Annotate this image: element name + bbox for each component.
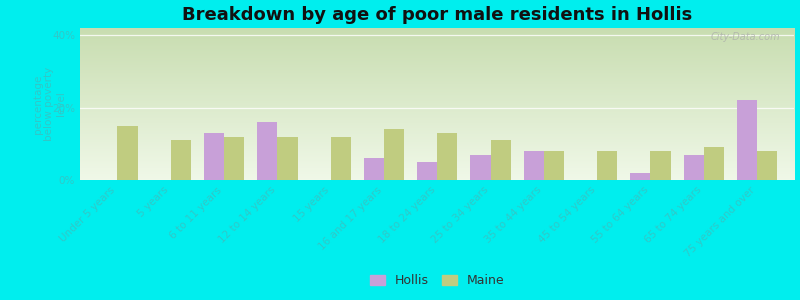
Bar bbox=[330, 136, 351, 180]
Bar bbox=[364, 158, 384, 180]
Legend: Hollis, Maine: Hollis, Maine bbox=[365, 269, 510, 292]
Bar bbox=[597, 151, 618, 180]
Y-axis label: percentage
below poverty
level: percentage below poverty level bbox=[33, 67, 66, 141]
Bar bbox=[683, 154, 704, 180]
Bar bbox=[544, 151, 564, 180]
Bar bbox=[737, 100, 757, 180]
Bar bbox=[523, 151, 544, 180]
Bar bbox=[438, 133, 458, 180]
Bar bbox=[704, 147, 724, 180]
Bar bbox=[490, 140, 510, 180]
Bar bbox=[278, 136, 298, 180]
Title: Breakdown by age of poor male residents in Hollis: Breakdown by age of poor male residents … bbox=[182, 6, 692, 24]
Bar bbox=[384, 129, 404, 180]
Bar bbox=[118, 126, 138, 180]
Text: City-Data.com: City-Data.com bbox=[710, 32, 780, 43]
Bar bbox=[417, 162, 438, 180]
Bar bbox=[204, 133, 224, 180]
Bar bbox=[257, 122, 278, 180]
Bar bbox=[630, 173, 650, 180]
Bar bbox=[757, 151, 778, 180]
Bar bbox=[224, 136, 244, 180]
Bar bbox=[170, 140, 191, 180]
Bar bbox=[470, 154, 490, 180]
Bar bbox=[650, 151, 670, 180]
